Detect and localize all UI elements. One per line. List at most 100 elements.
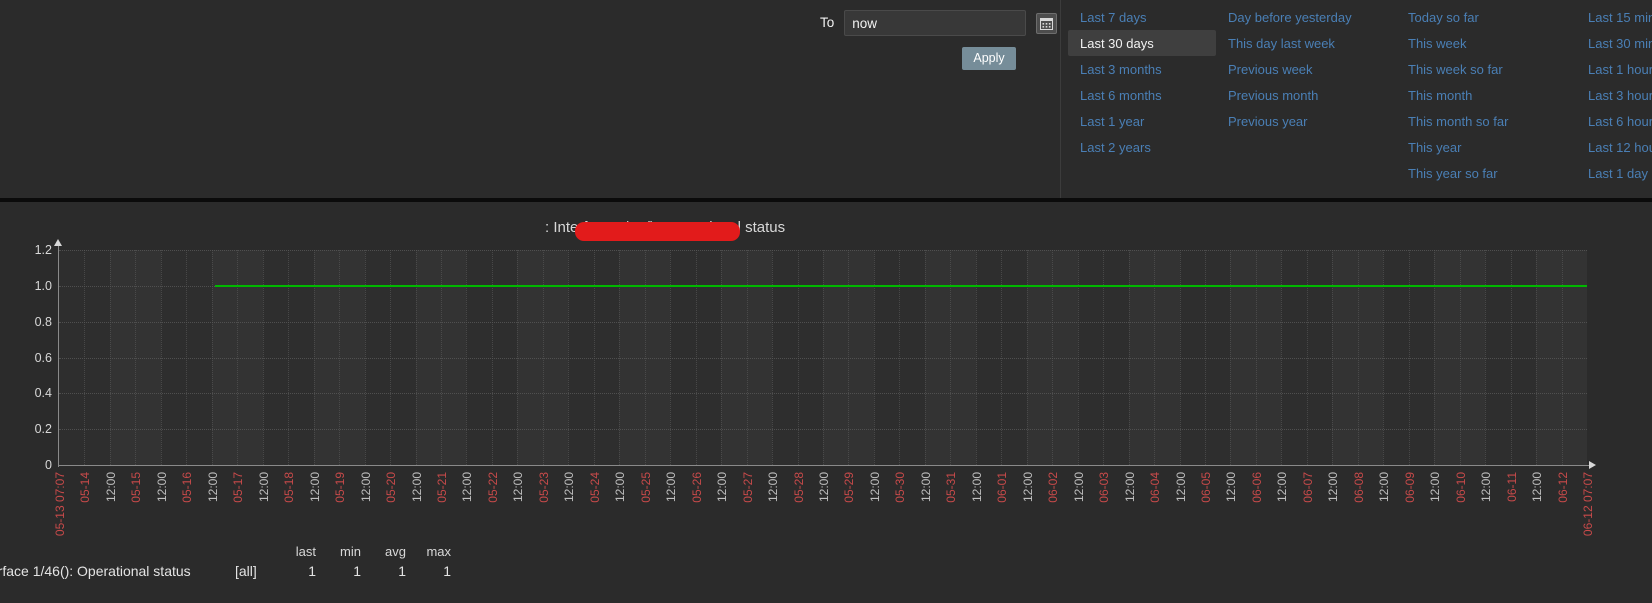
x-tick-label: 12:00 xyxy=(1173,472,1188,503)
x-tick-label: 12:00 xyxy=(918,472,933,503)
x-tick-label: 12:00 xyxy=(1224,472,1239,503)
x-tick-label: 05-19 xyxy=(333,472,348,503)
to-label: To xyxy=(820,15,835,31)
legend-header-avg: avg xyxy=(385,544,406,559)
quick-range-last-3-hours[interactable]: Last 3 hours xyxy=(1588,88,1652,103)
vertical-gridline xyxy=(1255,250,1257,465)
quick-range-this-year[interactable]: This year xyxy=(1408,140,1462,155)
x-axis-line xyxy=(58,465,1589,466)
x-tick-label: 12:00 xyxy=(460,472,475,503)
y-tick-label: 0.6 xyxy=(34,350,52,365)
x-tick-label: 05-16 xyxy=(180,472,195,503)
x-tick-label: 05-28 xyxy=(791,472,806,503)
vertical-gridline xyxy=(568,250,570,465)
vertical-gridline xyxy=(1408,250,1410,465)
vertical-gridline xyxy=(160,250,162,465)
vertical-gridline xyxy=(262,250,264,465)
quick-range-last-30-days[interactable]: Last 30 days xyxy=(1068,30,1216,56)
x-tick-label: 12:00 xyxy=(562,472,577,503)
quick-range-last-15-minutes[interactable]: Last 15 minutes xyxy=(1588,10,1652,25)
quick-range-this-week-so-far[interactable]: This week so far xyxy=(1408,62,1503,77)
vertical-gridline xyxy=(211,250,213,465)
vertical-gridline xyxy=(186,250,188,465)
vertical-gridline xyxy=(1103,250,1105,465)
quick-range-last-2-years[interactable]: Last 2 years xyxy=(1080,140,1151,155)
vertical-gridline xyxy=(695,250,697,465)
series-line xyxy=(214,284,1587,287)
quick-range-last-6-months[interactable]: Last 6 months xyxy=(1080,88,1162,103)
vertical-gridline xyxy=(1332,250,1334,465)
calendar-icon-button[interactable] xyxy=(1036,12,1058,34)
quick-range-last-1-day[interactable]: Last 1 day xyxy=(1588,166,1648,181)
x-tick-label: 06-03 xyxy=(1097,472,1112,503)
time-range-selector-panel: To Apply Last 7 days Last 30 days Last 3 m… xyxy=(0,0,1652,202)
x-tick-label: 05-15 xyxy=(129,472,144,503)
vertical-gridline xyxy=(670,250,672,465)
x-tick-label: 12:00 xyxy=(766,472,781,503)
vertical-gridline xyxy=(109,250,111,465)
x-tick-label: 05-23 xyxy=(536,472,551,503)
quick-range-last-12-hours[interactable]: Last 12 hours xyxy=(1588,140,1652,155)
quick-range-this-month[interactable]: This month xyxy=(1408,88,1473,103)
vertical-gridline xyxy=(721,250,723,465)
quick-range-last-7-days[interactable]: Last 7 days xyxy=(1080,10,1147,25)
vertical-gridline xyxy=(517,250,519,465)
x-tick-label: 05-24 xyxy=(587,472,602,503)
vertical-gridline xyxy=(1561,250,1563,465)
quick-range-last-6-hours[interactable]: Last 6 hours xyxy=(1588,114,1652,129)
vertical-gridline xyxy=(441,250,442,465)
vertical-gridline xyxy=(1485,250,1487,465)
to-field-group: To xyxy=(820,10,1058,36)
x-tick-label: 06-07 xyxy=(1300,472,1315,503)
quick-range-day-before-yesterday[interactable]: Day before yesterday xyxy=(1228,10,1352,25)
graph-container: : Interface 1/46(): Operational status 1… xyxy=(0,206,1652,603)
vertical-gridline xyxy=(644,250,646,465)
quick-range-last-1-year[interactable]: Last 1 year xyxy=(1080,114,1145,129)
quick-range-last-3-months[interactable]: Last 3 months xyxy=(1080,62,1162,77)
x-tick-label: 12:00 xyxy=(664,472,679,503)
x-tick-label: 05-18 xyxy=(282,472,297,503)
quick-range-this-week[interactable]: This week xyxy=(1408,36,1467,51)
x-tick-label: 06-02 xyxy=(1046,472,1061,503)
y-axis-ticks: 1.2 1.0 0.8 0.6 0.4 0.2 0 xyxy=(0,206,52,603)
quick-range-columns: Last 7 days Last 30 days Last 3 months Last… xyxy=(1068,4,1652,186)
x-tick-label: 12:00 xyxy=(1020,472,1035,503)
x-tick-label: 05-27 xyxy=(740,472,755,503)
x-tick-label: 05-21 xyxy=(435,472,449,503)
y-tick-label: 1.2 xyxy=(34,243,52,257)
vertical-gridline xyxy=(619,250,621,465)
quick-range-last-1-hour[interactable]: Last 1 hour xyxy=(1588,62,1652,77)
quick-range-this-year-so-far[interactable]: This year so far xyxy=(1408,166,1498,181)
x-tick-label: 12:00 xyxy=(867,472,882,503)
quick-range-today-so-far[interactable]: Today so far xyxy=(1408,10,1479,25)
quick-range-this-month-so-far[interactable]: This month so far xyxy=(1408,114,1509,129)
quick-range-previous-year[interactable]: Previous year xyxy=(1228,114,1308,129)
x-tick-label: 12:00 xyxy=(1071,472,1086,503)
vertical-gridline xyxy=(924,250,926,465)
quick-range-this-day-last-week[interactable]: This day last week xyxy=(1228,36,1335,51)
vertical-gridline xyxy=(135,250,137,465)
legend-value-last: 1 xyxy=(308,563,316,579)
quick-range-previous-week[interactable]: Previous week xyxy=(1228,62,1313,77)
vertical-gridline xyxy=(1306,250,1308,465)
x-tick-label: 05-26 xyxy=(689,472,704,503)
vertical-gridline xyxy=(466,250,468,465)
vertical-gridline xyxy=(1434,250,1436,465)
apply-button[interactable]: Apply xyxy=(962,47,1016,70)
quick-range-previous-month[interactable]: Previous month xyxy=(1228,88,1319,103)
plot-area[interactable] xyxy=(59,250,1587,465)
x-tick-label: 12:00 xyxy=(1326,472,1341,503)
legend-header-min: min xyxy=(340,544,361,559)
x-tick-label: 05-29 xyxy=(842,472,857,503)
vertical-gridline xyxy=(237,250,239,465)
x-tick-label: 12:00 xyxy=(103,472,118,503)
vertical-gridline xyxy=(899,250,901,465)
quick-range-column-2: Day before yesterday This day last week Pr… xyxy=(1216,4,1396,186)
to-input[interactable] xyxy=(844,10,1027,36)
quick-range-column-3: Today so far This week This week so far Thi… xyxy=(1396,4,1576,186)
vertical-gridline xyxy=(1026,250,1028,465)
x-tick-label: 12:00 xyxy=(1428,472,1443,503)
quick-range-last-30-minutes[interactable]: Last 30 minutes xyxy=(1588,36,1652,51)
vertical-gridline xyxy=(772,250,774,465)
